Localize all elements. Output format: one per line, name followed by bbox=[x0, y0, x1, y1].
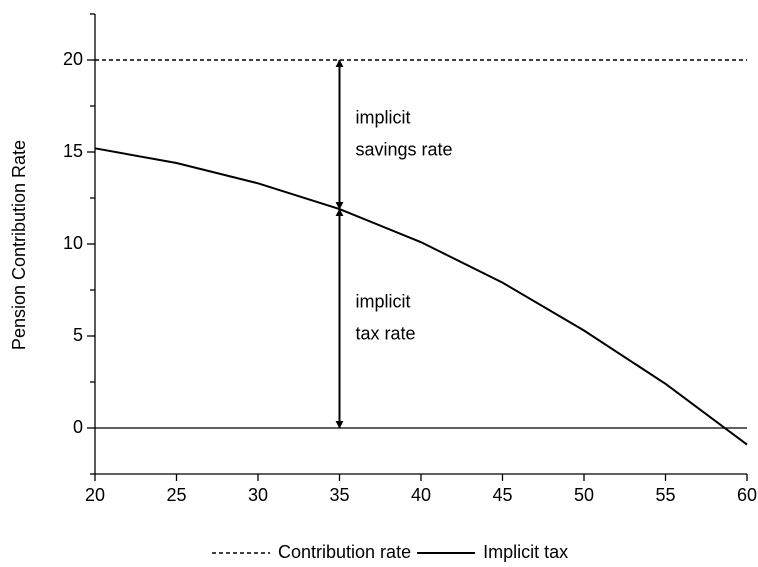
legend-label: Implicit tax bbox=[483, 542, 568, 562]
legend: Contribution rate Implicit tax bbox=[212, 542, 568, 562]
x-tick-label: 60 bbox=[737, 485, 757, 505]
y-tick-label: 20 bbox=[63, 49, 83, 69]
x-tick-label: 30 bbox=[248, 485, 268, 505]
y-tick-label: 0 bbox=[73, 417, 83, 437]
annotation-text: implicit bbox=[356, 291, 411, 311]
series-line bbox=[94, 147, 748, 446]
y-tick-label: 5 bbox=[73, 325, 83, 345]
x-tick-label: 35 bbox=[329, 485, 349, 505]
y-axis-label: Pension Contribution Rate bbox=[9, 140, 29, 350]
annotation-text: savings rate bbox=[356, 139, 453, 159]
x-tick-label: 45 bbox=[492, 485, 512, 505]
x-tick-label: 50 bbox=[574, 485, 594, 505]
x-tick-label: 55 bbox=[655, 485, 675, 505]
annotation-text: tax rate bbox=[356, 323, 416, 343]
y-tick-label: 15 bbox=[63, 141, 83, 161]
x-tick-label: 20 bbox=[85, 485, 105, 505]
x-tick-label: 25 bbox=[166, 485, 186, 505]
y-tick-label: 10 bbox=[63, 233, 83, 253]
x-tick-label: 40 bbox=[411, 485, 431, 505]
annotation-text: implicit bbox=[356, 107, 411, 127]
legend-label: Contribution rate bbox=[278, 542, 411, 562]
